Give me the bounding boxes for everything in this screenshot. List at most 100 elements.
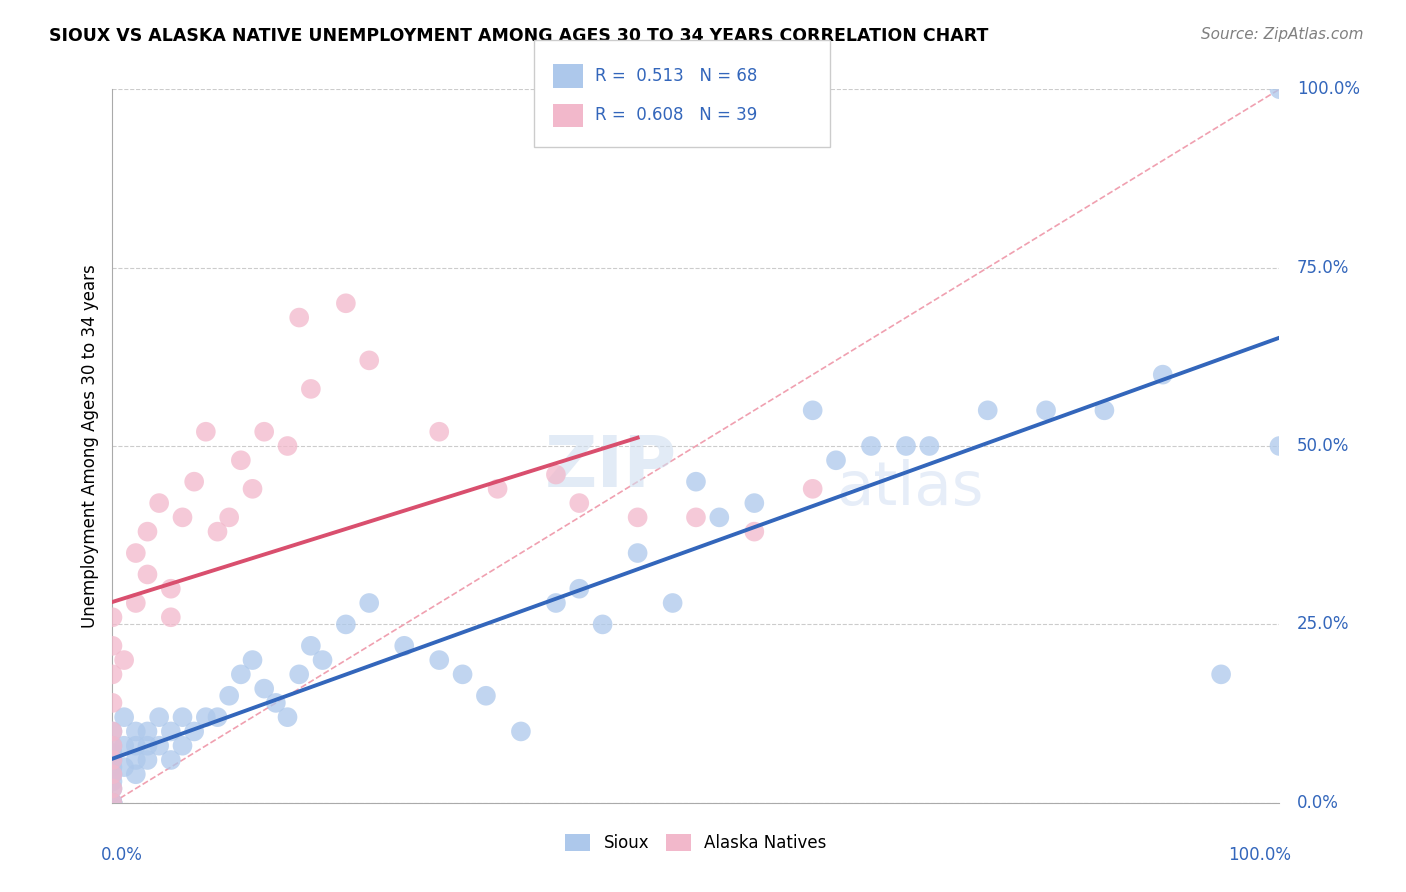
Point — [160, 753, 183, 767]
Text: atlas: atlas — [837, 459, 984, 518]
Text: 0.0%: 0.0% — [101, 846, 142, 863]
Point — [183, 724, 205, 739]
Point — [125, 739, 148, 753]
Point — [744, 496, 766, 510]
Point — [568, 496, 591, 510]
Point — [486, 482, 509, 496]
Point — [242, 653, 264, 667]
Point — [101, 724, 124, 739]
Point — [661, 596, 683, 610]
Point — [101, 739, 124, 753]
Point — [218, 510, 240, 524]
Point — [685, 475, 707, 489]
Point — [112, 710, 135, 724]
Point — [207, 710, 229, 724]
Point — [101, 796, 124, 810]
Point — [148, 710, 170, 724]
Text: 50.0%: 50.0% — [1296, 437, 1350, 455]
Point — [288, 667, 311, 681]
Point — [101, 796, 124, 810]
Point — [427, 425, 450, 439]
Point — [194, 425, 217, 439]
Point — [1268, 439, 1291, 453]
Point — [125, 767, 148, 781]
Point — [101, 796, 124, 810]
Text: R =  0.513   N = 68: R = 0.513 N = 68 — [595, 67, 756, 85]
Point — [112, 739, 135, 753]
Point — [1211, 667, 1233, 681]
Point — [101, 746, 124, 760]
Point — [1268, 82, 1291, 96]
Text: 75.0%: 75.0% — [1296, 259, 1350, 277]
Point — [627, 546, 650, 560]
Point — [253, 425, 276, 439]
Point — [359, 353, 381, 368]
Text: 100.0%: 100.0% — [1227, 846, 1291, 863]
Text: SIOUX VS ALASKA NATIVE UNEMPLOYMENT AMONG AGES 30 TO 34 YEARS CORRELATION CHART: SIOUX VS ALASKA NATIVE UNEMPLOYMENT AMON… — [49, 27, 988, 45]
Point — [229, 667, 252, 681]
Text: Source: ZipAtlas.com: Source: ZipAtlas.com — [1201, 27, 1364, 42]
Point — [253, 681, 276, 696]
Point — [172, 710, 194, 724]
Point — [125, 596, 148, 610]
Point — [299, 382, 322, 396]
Point — [101, 753, 124, 767]
Point — [172, 510, 194, 524]
Point — [860, 439, 883, 453]
Point — [112, 653, 135, 667]
Point — [544, 596, 567, 610]
Point — [101, 767, 124, 781]
Point — [1094, 403, 1116, 417]
Text: ZIP: ZIP — [544, 433, 676, 502]
Point — [194, 710, 217, 724]
Point — [136, 753, 159, 767]
Point — [744, 524, 766, 539]
Point — [101, 796, 124, 810]
Point — [335, 617, 357, 632]
Point — [148, 739, 170, 753]
Legend: Sioux, Alaska Natives: Sioux, Alaska Natives — [558, 827, 834, 859]
Point — [101, 760, 124, 774]
Point — [451, 667, 474, 681]
Point — [335, 296, 357, 310]
Point — [264, 696, 287, 710]
Point — [242, 482, 264, 496]
Point — [136, 524, 159, 539]
Text: 25.0%: 25.0% — [1296, 615, 1350, 633]
Point — [148, 496, 170, 510]
Point — [311, 653, 333, 667]
Point — [359, 596, 381, 610]
Point — [183, 475, 205, 489]
Point — [394, 639, 416, 653]
Point — [218, 689, 240, 703]
Point — [276, 439, 298, 453]
Point — [918, 439, 941, 453]
Point — [299, 639, 322, 653]
Point — [160, 610, 183, 624]
Text: R =  0.608   N = 39: R = 0.608 N = 39 — [595, 106, 756, 124]
Point — [709, 510, 731, 524]
Point — [276, 710, 298, 724]
Point — [101, 696, 124, 710]
Point — [592, 617, 614, 632]
Point — [101, 767, 124, 781]
Point — [125, 724, 148, 739]
Point — [101, 739, 124, 753]
Point — [125, 546, 148, 560]
Point — [101, 796, 124, 810]
Point — [894, 439, 917, 453]
Point — [101, 724, 124, 739]
Point — [101, 610, 124, 624]
Point — [207, 524, 229, 539]
Point — [475, 689, 498, 703]
Point — [136, 724, 159, 739]
Y-axis label: Unemployment Among Ages 30 to 34 years: Unemployment Among Ages 30 to 34 years — [80, 264, 98, 628]
Text: 0.0%: 0.0% — [1296, 794, 1339, 812]
Point — [568, 582, 591, 596]
Point — [288, 310, 311, 325]
Point — [427, 653, 450, 667]
Point — [160, 582, 183, 596]
Point — [685, 510, 707, 524]
Point — [627, 510, 650, 524]
Point — [509, 724, 531, 739]
